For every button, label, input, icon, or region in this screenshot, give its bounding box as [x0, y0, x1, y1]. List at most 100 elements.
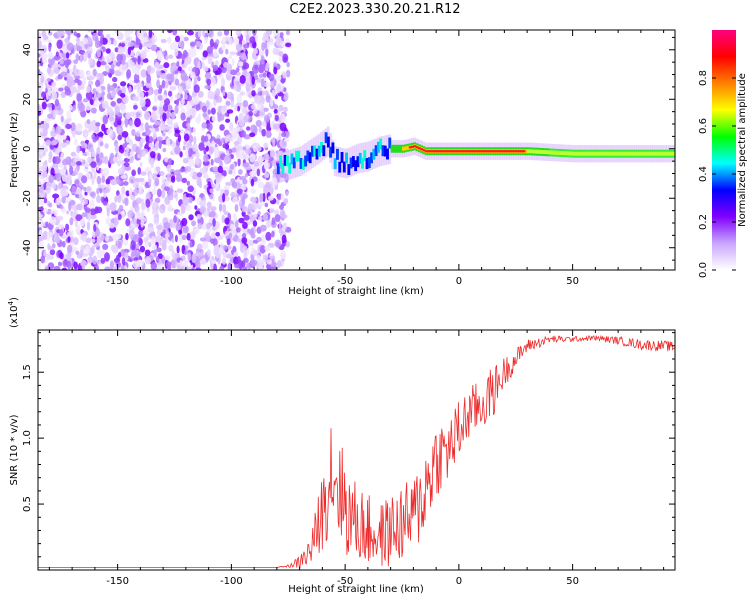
noise-speck: [238, 217, 245, 224]
noise-speck: [159, 100, 165, 106]
noise-speck: [112, 156, 120, 163]
noise-speck: [137, 90, 145, 100]
noise-speck: [78, 182, 82, 187]
noise-speck: [109, 260, 115, 270]
noise-speck: [209, 238, 215, 244]
noise-speck: [145, 43, 153, 48]
noise-speck: [264, 202, 269, 208]
snr-panel: -150 -100 -50 0 50 0.5 1.0 1.5 Height of strai…: [7, 297, 676, 595]
noise-speck: [182, 145, 186, 151]
noise-speck: [40, 75, 45, 84]
noise-speck: [80, 142, 88, 149]
noise-speck: [276, 260, 282, 269]
signal-band: [340, 151, 344, 163]
noise-speck: [179, 151, 183, 158]
noise-speck: [217, 31, 223, 37]
noise-speck: [235, 227, 241, 233]
spectrogram-frame: [37, 29, 676, 271]
noise-speck: [133, 104, 138, 110]
noise-speck: [88, 80, 94, 86]
noise-speck: [259, 258, 266, 266]
noise-speck: [59, 59, 64, 65]
noise-speck: [189, 171, 194, 177]
noise-speck: [214, 60, 219, 67]
noise-speck: [152, 244, 157, 250]
noise-speck: [104, 155, 109, 165]
noise-speck: [111, 77, 118, 83]
noise-speck: [74, 218, 78, 228]
signal-core-outer: [652, 151, 656, 156]
signal-band: [333, 158, 337, 170]
noise-speck: [76, 145, 81, 154]
noise-speck: [256, 168, 261, 177]
noise-speck: [248, 110, 254, 117]
noise-speck: [104, 266, 111, 270]
noise-speck: [278, 51, 284, 57]
noise-speck: [95, 79, 101, 88]
noise-speck: [183, 133, 190, 142]
signal-core-outer: [404, 146, 408, 151]
noise-speck: [232, 167, 236, 177]
noise-speck: [124, 197, 129, 206]
noise-speck: [228, 232, 233, 238]
signal-core-outer: [538, 149, 542, 154]
noise-speck: [169, 218, 174, 229]
noise-speck: [87, 30, 95, 33]
noise-speck: [53, 54, 61, 61]
noise-speck: [102, 104, 109, 109]
noise-speck: [271, 230, 275, 238]
noise-speck: [99, 61, 107, 66]
snr-series: [38, 334, 675, 568]
signal-core: [413, 145, 417, 148]
noise-speck: [233, 212, 237, 223]
signal-core: [449, 150, 453, 153]
noise-speck: [122, 181, 129, 186]
spectrogram-y-axis-label: Frequency (Hz): [9, 112, 20, 188]
noise-speck: [70, 122, 76, 132]
colorbar-tick-label: 0.0: [698, 262, 709, 278]
noise-speck: [97, 88, 102, 94]
noise-speck: [132, 260, 139, 269]
noise-speck: [247, 265, 251, 270]
noise-speck: [88, 57, 93, 66]
signal-core-outer: [543, 150, 546, 155]
signal-core: [502, 150, 505, 153]
noise-speck: [156, 263, 164, 270]
noise-speck: [86, 186, 92, 191]
noise-speck: [252, 47, 258, 55]
noise-speck: [207, 122, 213, 132]
signal-core-outer: [661, 151, 665, 156]
noise-speck: [40, 124, 45, 129]
noise-speck: [253, 213, 258, 218]
noise-speck: [102, 167, 110, 177]
signal-band: [317, 145, 321, 157]
noise-speck: [138, 177, 145, 183]
signal-core: [452, 150, 455, 153]
noise-speck: [56, 39, 63, 50]
signal-core-outer: [606, 151, 610, 156]
noise-speck: [61, 173, 68, 182]
noise-speck: [60, 142, 68, 148]
noise-speck: [242, 62, 250, 70]
noise-speck: [170, 258, 178, 267]
signal-core: [522, 150, 526, 153]
noise-speck: [58, 87, 64, 92]
signal-band: [361, 157, 364, 169]
noise-speck: [245, 82, 250, 92]
noise-speck: [213, 50, 219, 58]
noise-speck: [219, 124, 225, 131]
noise-speck: [176, 245, 180, 254]
noise-speck: [245, 148, 252, 155]
noise-speck: [150, 236, 156, 245]
noise-speck: [117, 167, 124, 176]
noise-speck: [221, 214, 226, 224]
noise-speck: [246, 126, 251, 131]
signal-core-outer: [672, 151, 675, 156]
noise-speck: [134, 112, 141, 117]
noise-speck: [140, 171, 147, 176]
noise-speck: [177, 211, 182, 216]
noise-speck: [207, 90, 214, 100]
noise-speck: [54, 156, 61, 165]
noise-speck: [203, 66, 209, 72]
noise-speck: [171, 238, 175, 243]
